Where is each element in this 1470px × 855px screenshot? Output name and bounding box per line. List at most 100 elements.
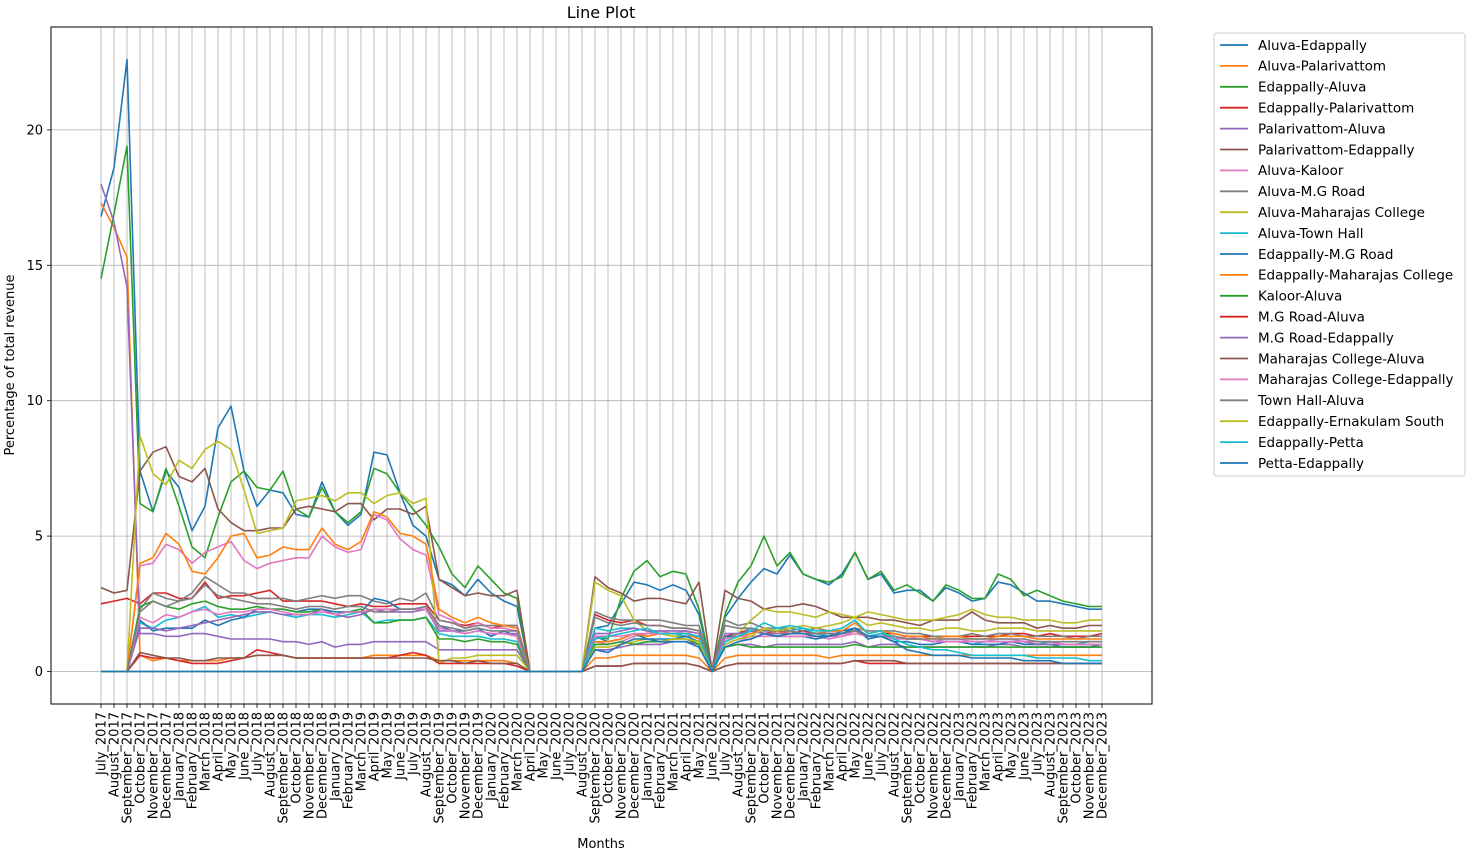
legend-label: Edappally-Maharajas College (1258, 268, 1453, 284)
x-tick-label: February_2023 (966, 712, 981, 809)
x-tick-label: March_2020 (511, 712, 526, 791)
x-tick-label: August_2017 (108, 712, 123, 797)
x-tick-label: November_2017 (147, 712, 162, 819)
x-tick-label: April_2021 (680, 712, 695, 781)
x-tick-label: October_2019 (446, 712, 461, 804)
y-tick-label: 10 (26, 394, 43, 409)
x-tick-label: February_2019 (342, 712, 357, 809)
x-tick-label: May_2023 (1005, 712, 1020, 778)
x-tick-label: October_2018 (290, 712, 305, 804)
x-tick-label: December_2019 (472, 712, 487, 819)
legend-frame (1213, 32, 1466, 477)
legend-label: Edappally-Palarivattom (1258, 101, 1414, 117)
y-axis-label: Percentage of total revenue (3, 274, 18, 455)
x-tick-label: March_2023 (979, 712, 994, 791)
legend-label: Maharajas College-Aluva (1258, 351, 1425, 367)
x-tick-label: December_2023 (1096, 712, 1111, 819)
legend-label: Palarivattom-Aluva (1258, 121, 1386, 137)
grid (51, 27, 1152, 704)
y-tick-label: 15 (26, 259, 43, 274)
legend-entry: M.G Road-Edappally (1220, 330, 1394, 346)
x-tick-label: August_2020 (576, 712, 591, 797)
legend-entry: Edappally-Ernakulam South (1220, 414, 1444, 430)
x-tick-label: August_2021 (732, 712, 747, 797)
series-line-17 (101, 583, 1102, 673)
x-tick-label: May_2019 (381, 712, 396, 778)
x-tick-label: August_2019 (420, 712, 435, 797)
y-tick-label: 20 (26, 123, 43, 138)
chart-title: Line Plot (567, 3, 636, 22)
x-tick-label: April_2019 (368, 712, 383, 781)
plot-area-frame (50, 26, 1153, 705)
series-line-15 (101, 651, 1102, 673)
x-tick-label: March_2022 (823, 712, 838, 791)
x-tick-label: December_2017 (160, 712, 175, 819)
legend-label: Palarivattom-Edappally (1258, 142, 1415, 158)
x-tick-label: April_2023 (992, 712, 1007, 781)
x-tick-label: March_2018 (199, 712, 214, 791)
x-tick-label: December_2018 (316, 712, 331, 819)
x-tick-label: December_2021 (784, 712, 799, 819)
legend-label: Kaloor-Aluva (1258, 289, 1342, 305)
x-tick-label: May_2022 (849, 712, 864, 778)
x-tick-label: January_2021 (641, 712, 656, 802)
series-line-7 (101, 575, 1102, 673)
legend-label: M.G Road-Aluva (1258, 310, 1365, 326)
x-tick-label: March_2019 (355, 712, 370, 791)
x-tick-label: December_2020 (628, 712, 643, 819)
legend-label: Aluva-Kaloor (1258, 163, 1344, 179)
legend-label: Aluva-Maharajas College (1258, 205, 1425, 221)
legend-entry: Aluva-Town Hall (1220, 226, 1363, 242)
x-tick-label: October_2022 (914, 712, 929, 804)
x-tick-label: January_2022 (797, 712, 812, 802)
legend-entry: Petta-Edappally (1220, 456, 1364, 472)
x-tick-label: October_2021 (758, 712, 773, 804)
x-tick-label: May_2018 (225, 712, 240, 778)
legend-entry: Aluva-Palarivattom (1220, 59, 1386, 75)
x-tick-label: October_2023 (1070, 712, 1085, 804)
series-lines (100, 58, 1103, 673)
x-tick-label: November_2018 (303, 712, 318, 819)
x-tick-label: March_2021 (667, 712, 682, 791)
x-tick-label: January_2018 (173, 712, 188, 802)
x-tick-label: August_2018 (264, 712, 279, 797)
legend-label: Edappally-M.G Road (1258, 247, 1393, 263)
legend-entry: Aluva-Edappally (1220, 38, 1367, 54)
legend-entry: Edappally-Aluva (1220, 80, 1366, 96)
legend: Aluva-Edappally Aluva-Palarivattom Edappal… (1213, 32, 1466, 477)
x-tick-label: August_2022 (888, 712, 903, 797)
x-tick-label: June_2018 (238, 712, 253, 781)
legend-label: Maharajas College-Edappally (1258, 372, 1453, 388)
legend-label: Petta-Edappally (1258, 456, 1364, 472)
x-tick-label: July_2021 (719, 712, 734, 776)
x-tick-label: December_2022 (940, 712, 955, 819)
x-tick-label: September_2023 (1057, 712, 1072, 823)
x-tick-label: June_2020 (550, 712, 565, 781)
x-tick-label: February_2022 (810, 712, 825, 809)
x-tick-label: September_2021 (745, 712, 760, 823)
x-tick-label: April_2020 (524, 712, 539, 781)
legend-entry: Edappally-M.G Road (1220, 247, 1393, 263)
legend-entry: Palarivattom-Aluva (1220, 121, 1386, 137)
legend-label: Aluva-Palarivattom (1258, 59, 1386, 75)
legend-label: Aluva-Edappally (1258, 38, 1367, 54)
x-tick-label: October_2017 (134, 712, 149, 804)
legend-label: Aluva-M.G Road (1258, 184, 1365, 200)
x-axis-label: Months (577, 837, 625, 852)
legend-entry: Aluva-Kaloor (1220, 163, 1344, 179)
series-line-20 (101, 627, 1102, 673)
x-tick-label: September_2019 (433, 712, 448, 823)
legend-entry: Kaloor-Aluva (1220, 289, 1342, 305)
y-tick-label: 5 (35, 530, 43, 545)
series-line-16 (101, 608, 1102, 673)
x-tick-label: June_2022 (862, 712, 877, 781)
legend-entry: Maharajas College-Edappally (1220, 372, 1453, 388)
x-tick-label: October_2020 (602, 712, 617, 804)
x-tick-label: February_2021 (654, 712, 669, 809)
legend-label: Edappally-Aluva (1258, 80, 1366, 96)
legend-entry: Maharajas College-Aluva (1220, 351, 1425, 367)
x-tick-label: July_2017 (95, 712, 110, 776)
x-tick-label: November_2022 (927, 712, 942, 819)
x-tick-label: November_2019 (459, 712, 474, 819)
